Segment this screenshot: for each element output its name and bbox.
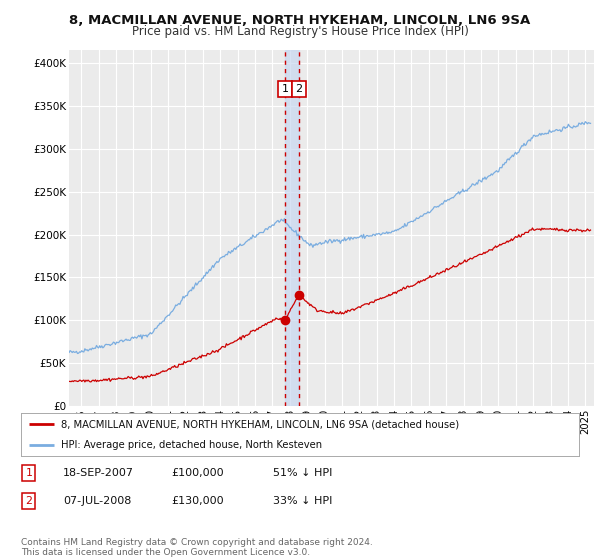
Text: 8, MACMILLAN AVENUE, NORTH HYKEHAM, LINCOLN, LN6 9SA (detached house): 8, MACMILLAN AVENUE, NORTH HYKEHAM, LINC… [61,419,460,429]
Text: £130,000: £130,000 [171,496,224,506]
Text: 2: 2 [295,84,302,94]
Text: 33% ↓ HPI: 33% ↓ HPI [273,496,332,506]
Text: Contains HM Land Registry data © Crown copyright and database right 2024.
This d: Contains HM Land Registry data © Crown c… [21,538,373,557]
Text: 2: 2 [25,496,32,506]
Bar [285,50,299,406]
Text: Price paid vs. HM Land Registry's House Price Index (HPI): Price paid vs. HM Land Registry's House … [131,25,469,38]
Text: 1: 1 [25,468,32,478]
Text: £100,000: £100,000 [171,468,224,478]
Text: 18-SEP-2007: 18-SEP-2007 [63,468,134,478]
Text: 1: 1 [281,84,289,94]
Text: 07-JUL-2008: 07-JUL-2008 [63,496,131,506]
Text: HPI: Average price, detached house, North Kesteven: HPI: Average price, detached house, Nort… [61,440,322,450]
Text: 8, MACMILLAN AVENUE, NORTH HYKEHAM, LINCOLN, LN6 9SA: 8, MACMILLAN AVENUE, NORTH HYKEHAM, LINC… [70,14,530,27]
Text: 51% ↓ HPI: 51% ↓ HPI [273,468,332,478]
